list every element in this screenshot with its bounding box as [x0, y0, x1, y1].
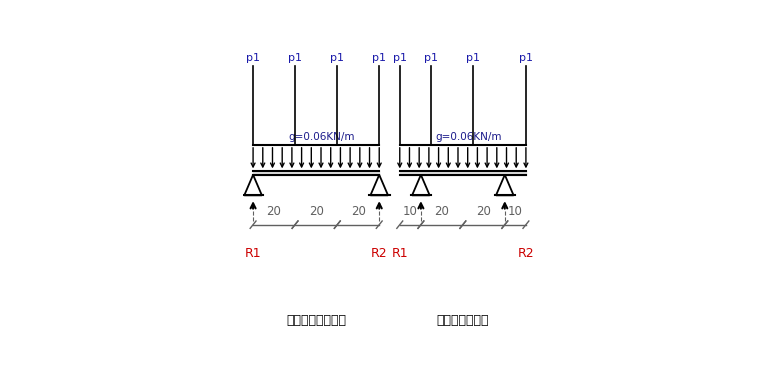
Text: R1: R1: [245, 247, 261, 260]
Text: 20: 20: [477, 205, 491, 218]
Text: 最大支座反力布载: 最大支座反力布载: [287, 314, 346, 327]
Text: p1: p1: [393, 53, 407, 63]
Text: R2: R2: [371, 247, 388, 260]
Text: R1: R1: [391, 247, 408, 260]
Text: 20: 20: [435, 205, 449, 218]
Text: p1: p1: [467, 53, 480, 63]
Text: p1: p1: [246, 53, 260, 63]
Text: p1: p1: [331, 53, 344, 63]
Text: 20: 20: [351, 205, 366, 218]
Text: g=0.06KN/m: g=0.06KN/m: [435, 132, 502, 142]
Text: R2: R2: [518, 247, 534, 260]
Text: 20: 20: [309, 205, 324, 218]
Text: g=0.06KN/m: g=0.06KN/m: [288, 132, 355, 142]
Text: p1: p1: [288, 53, 302, 63]
Text: 10: 10: [403, 205, 418, 218]
Text: p1: p1: [372, 53, 386, 63]
Text: p1: p1: [424, 53, 439, 63]
Text: 20: 20: [267, 205, 281, 218]
Text: 10: 10: [508, 205, 523, 218]
Text: 最大正应力布载: 最大正应力布载: [436, 314, 489, 327]
Text: p1: p1: [519, 53, 533, 63]
